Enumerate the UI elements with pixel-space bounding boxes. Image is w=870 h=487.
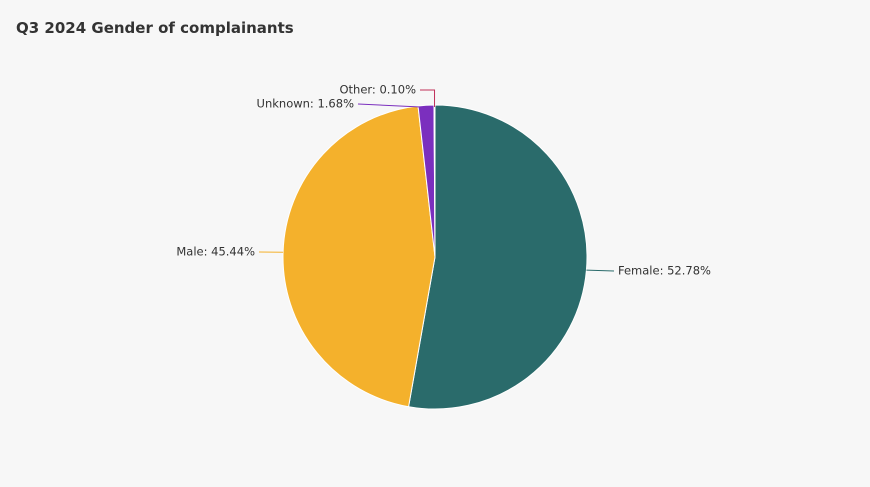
- chart-title: Q3 2024 Gender of complainants: [16, 19, 294, 37]
- leader-line: [357, 103, 427, 108]
- data-label: Male: 45.44%: [176, 245, 255, 259]
- leader-line: [420, 89, 436, 108]
- data-label: Unknown: 1.68%: [257, 97, 355, 111]
- data-label: Other: 0.10%: [339, 83, 416, 97]
- pie-slice: [282, 105, 436, 408]
- leader-line: [586, 269, 615, 272]
- data-label: Female: 52.78%: [618, 264, 711, 278]
